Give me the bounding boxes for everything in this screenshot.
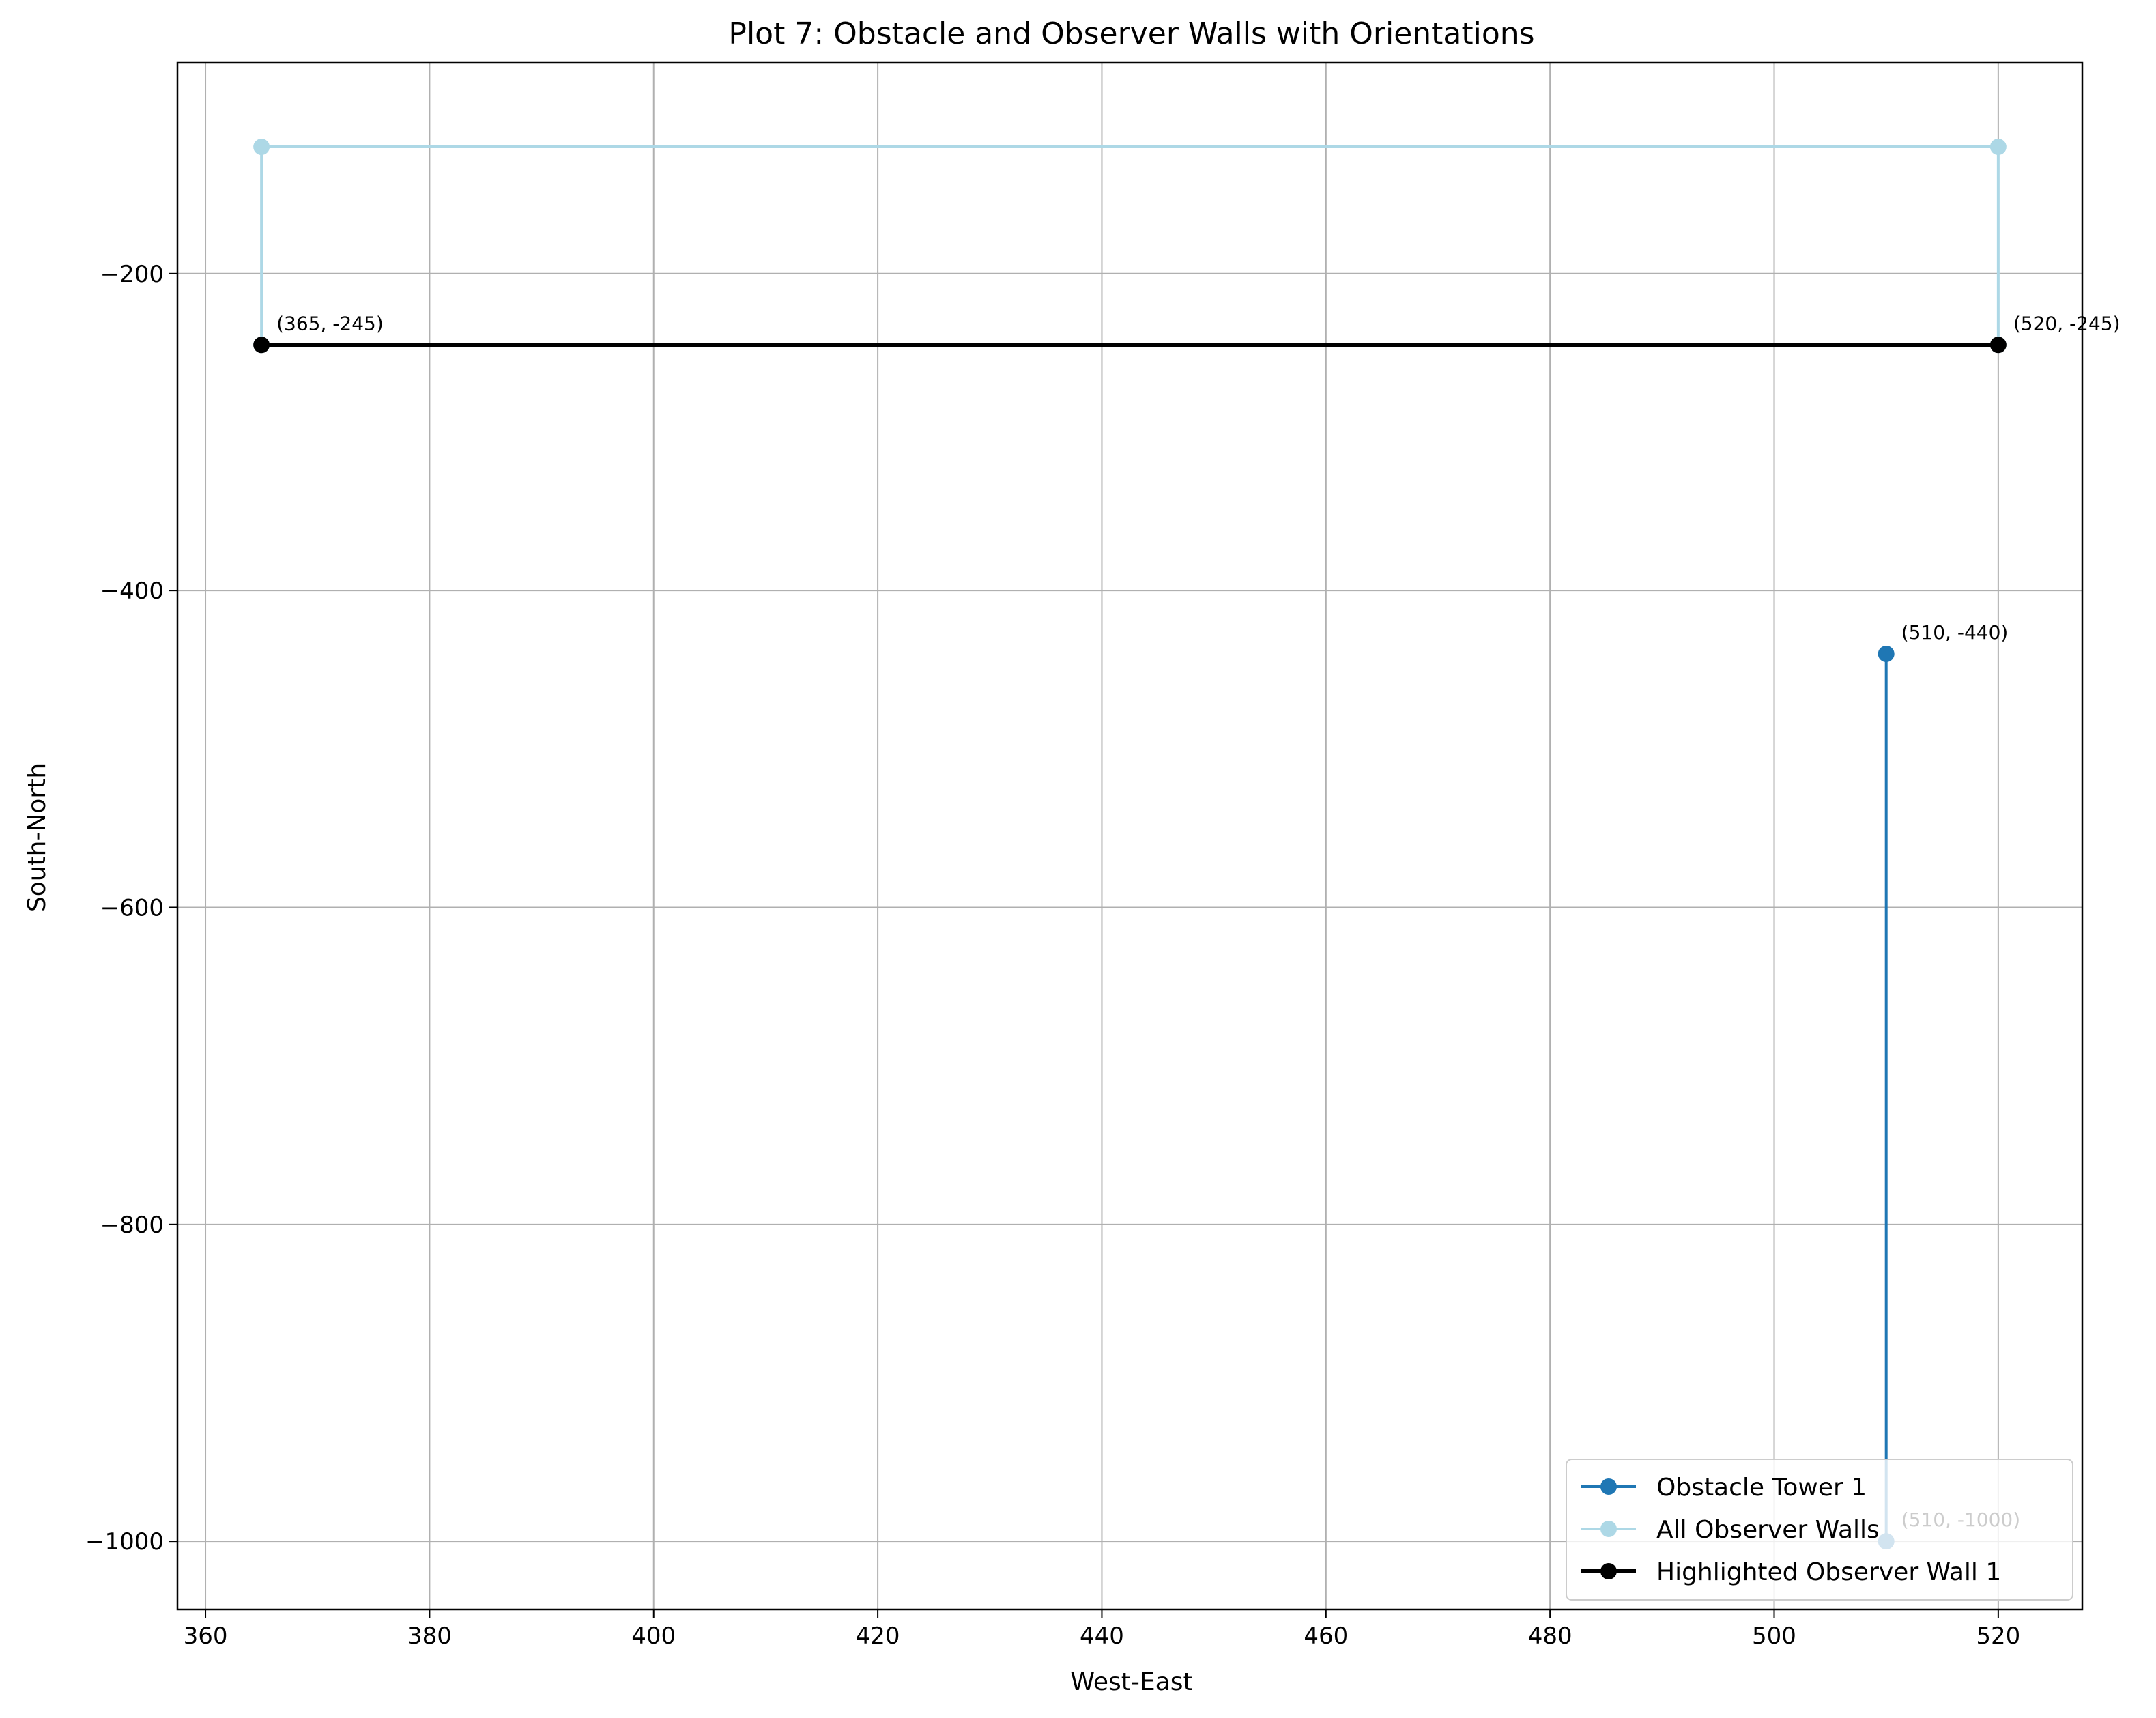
y-tick-label: −600 <box>100 894 164 921</box>
series-layer <box>253 139 2007 1550</box>
x-axis-label: West-East <box>1070 1668 1192 1696</box>
point-annotation: (520, -245) <box>2013 312 2121 334</box>
x-tick-label: 500 <box>1752 1622 1796 1650</box>
x-tick-label: 420 <box>856 1622 900 1650</box>
legend-label-3: Highlighted Observer Wall 1 <box>1656 1558 2001 1586</box>
y-tick-label: −800 <box>100 1212 164 1239</box>
y-tick-label: −400 <box>100 577 164 605</box>
series-line <box>260 145 2000 345</box>
point-annotation: (510, -440) <box>1901 621 2009 644</box>
y-tick-label: −200 <box>100 261 164 288</box>
data-point-marker <box>1989 139 2007 156</box>
x-tick-label: 360 <box>184 1622 228 1650</box>
x-tick-label: 520 <box>1976 1622 2020 1650</box>
legend-label-1: Obstacle Tower 1 <box>1656 1474 1867 1502</box>
chart-title: Plot 7: Obstacle and Observer Walls with… <box>728 16 1534 51</box>
legend-label-2: All Observer Walls <box>1656 1516 1880 1544</box>
legend-marker-1 <box>1600 1478 1617 1495</box>
axis-ticks: 360 380 400 420 440 460 480 500 520 −200 −400 −600 −… <box>85 261 2020 1650</box>
legend: Obstacle Tower 1 All Observer Walls Highli… <box>1566 1459 2073 1601</box>
data-point-marker <box>1989 337 2007 354</box>
point-annotation: (365, -245) <box>276 312 384 334</box>
x-tick-label: 380 <box>407 1622 452 1650</box>
y-axis-label: South-North <box>23 763 51 912</box>
legend-marker-2 <box>1600 1521 1617 1537</box>
plot-frame <box>176 61 2084 1611</box>
series-3 <box>253 337 2007 354</box>
data-point-marker <box>253 337 270 354</box>
x-tick-label: 480 <box>1528 1622 1572 1650</box>
x-tick-label: 460 <box>1304 1622 1348 1650</box>
x-tick-label: 400 <box>631 1622 676 1650</box>
x-tick-label: 440 <box>1080 1622 1124 1650</box>
legend-marker-3 <box>1600 1563 1617 1579</box>
legend-box <box>1566 1459 2073 1601</box>
data-point-marker <box>1878 646 1895 663</box>
y-tick-label: −1000 <box>85 1528 164 1556</box>
data-point-marker <box>253 139 270 156</box>
